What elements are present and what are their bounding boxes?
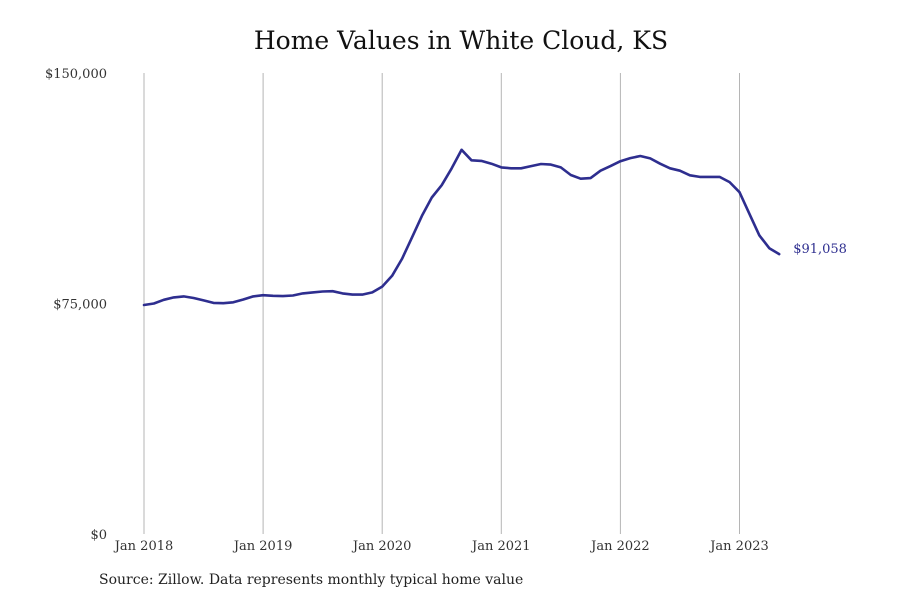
x-axis-ticks: Jan 2018 Jan 2019 Jan 2020 Jan 2021 Jan 2022… — [113, 539, 769, 554]
end-value-label: $91,058 — [793, 242, 847, 257]
x-tick-label: Jan 2019 — [232, 539, 293, 554]
y-tick-label: $75,000 — [53, 298, 107, 313]
x-tick-label: Jan 2023 — [708, 539, 769, 554]
x-tick-label: Jan 2018 — [113, 539, 174, 554]
x-tick-label: Jan 2022 — [589, 539, 650, 554]
chart-title: Home Values in White Cloud, KS — [253, 26, 669, 55]
series-line-home-value — [142, 148, 781, 307]
gridlines — [143, 73, 740, 534]
y-tick-label: $150,000 — [45, 67, 107, 82]
x-tick-label: Jan 2020 — [351, 539, 412, 554]
x-tick-label: Jan 2021 — [470, 539, 531, 554]
y-axis-ticks: $0 $75,000 $150,000 — [45, 67, 107, 543]
y-tick-label: $0 — [90, 528, 107, 543]
source-note: Source: Zillow. Data represents monthly … — [99, 572, 524, 588]
